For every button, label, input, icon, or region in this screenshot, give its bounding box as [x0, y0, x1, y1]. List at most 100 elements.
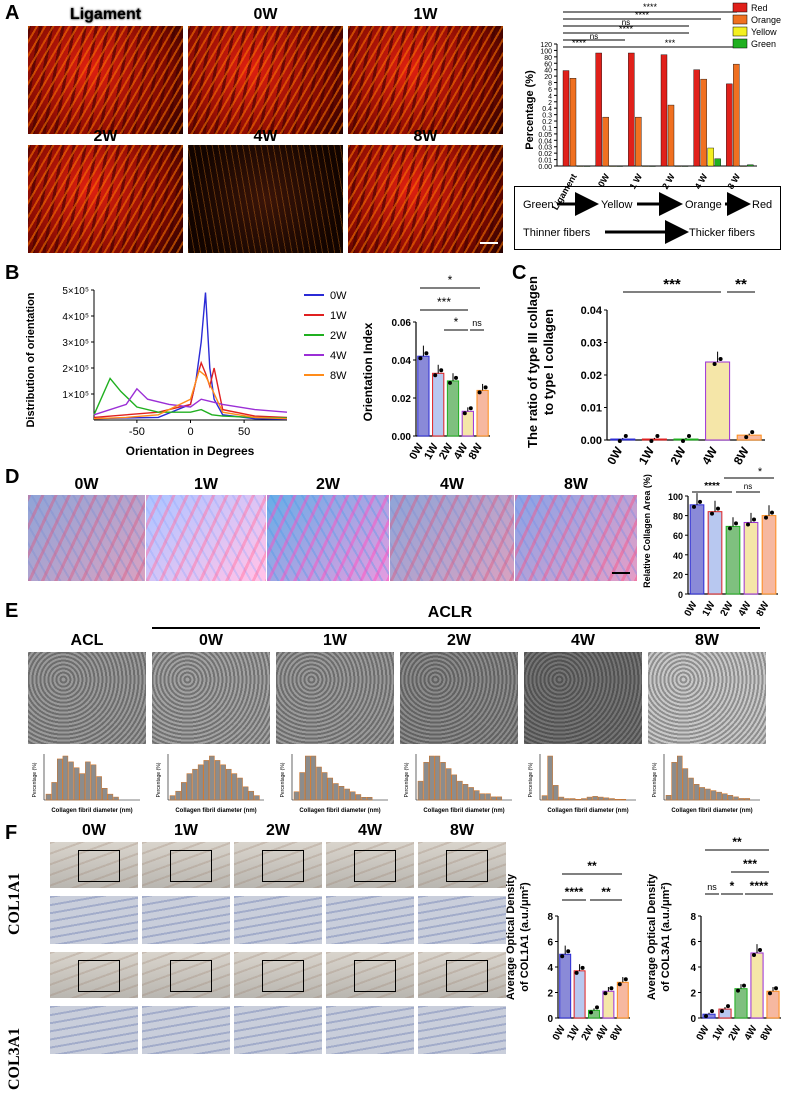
- chart-b-series-line: [93, 387, 288, 416]
- histogram-bar: [293, 791, 300, 801]
- data-point: [448, 380, 452, 385]
- data-point: [454, 375, 458, 380]
- histogram-bar: [733, 796, 739, 801]
- chart-b2-ylabel: Orientation Index: [361, 322, 375, 421]
- bar: [707, 511, 723, 595]
- histogram-bar: [226, 768, 232, 801]
- panel-label-f: F: [5, 822, 18, 844]
- ihc-zoom-image: [50, 896, 138, 944]
- svg-text:***: ***: [663, 276, 681, 293]
- histogram-bar: [181, 782, 187, 801]
- chart-a-bar: [609, 165, 616, 167]
- x-category-label: 2W: [437, 441, 456, 462]
- x-category-label: 8W: [731, 444, 752, 467]
- y-tick-label: 2: [690, 989, 696, 1000]
- histogram-bar: [107, 793, 114, 801]
- svg-text:Yellow: Yellow: [751, 27, 777, 37]
- x-category-label: 8W: [608, 1024, 625, 1042]
- histogram-bar: [722, 793, 728, 801]
- chart-a-ytick-label: 0.02: [538, 151, 552, 158]
- histogram-bar: [242, 786, 249, 801]
- svg-text:****: ****: [704, 481, 720, 492]
- ihc-overview-image: [50, 952, 138, 998]
- svg-text:ns: ns: [707, 882, 717, 892]
- panel-label-a: A: [5, 2, 20, 24]
- histogram-bar: [699, 787, 706, 801]
- chart-a-bar: [616, 165, 623, 167]
- histogram-bar: [423, 762, 429, 801]
- y-tick-label: 6: [690, 938, 696, 949]
- chart-a-bar: [674, 165, 682, 167]
- chart-b-ylabel: Distribution of orientation: [25, 292, 37, 427]
- bar: [610, 438, 636, 441]
- svg-text:***: ***: [437, 295, 451, 309]
- histogram-bar: [547, 755, 553, 801]
- data-point: [609, 986, 614, 991]
- svg-text:Green: Green: [523, 199, 554, 211]
- bar: [641, 438, 667, 441]
- histogram-bar: [603, 797, 610, 801]
- x-category-label: 4W: [743, 1024, 760, 1042]
- histogram-bar: [231, 773, 238, 801]
- histogram-bar: [361, 797, 367, 801]
- col-label-0w: 0W: [82, 822, 106, 839]
- chart-a-legend: Red Orange Yellow Green: [732, 2, 781, 49]
- data-point: [574, 970, 579, 975]
- ihc-zoom-image: [50, 1006, 138, 1054]
- histogram-bar: [68, 761, 74, 801]
- data-point: [746, 522, 750, 527]
- svg-text:2W: 2W: [330, 330, 347, 342]
- histogram-bar: [338, 786, 345, 801]
- histogram-ylabel: Percentage (%): [280, 762, 286, 797]
- chart-b-xtick-label: -50: [129, 426, 145, 438]
- histogram-bar: [197, 764, 204, 801]
- svg-text:*: *: [454, 315, 459, 329]
- image-label-4w: 4W: [253, 128, 278, 145]
- chart-b-ytick-label: 1×10⁵: [62, 390, 89, 401]
- chart-a-ytick-label: 120: [540, 42, 552, 49]
- zoom-region-box: [170, 850, 212, 882]
- bar: [602, 990, 615, 1019]
- y-tick-label: 0.00: [392, 432, 412, 443]
- histogram-bar: [51, 782, 57, 801]
- chart-a-sig: ****: [635, 10, 650, 20]
- histogram-bar: [451, 774, 458, 801]
- image-label-acl: ACL: [70, 632, 104, 649]
- fibril-diameter-histogram: Percentage (%) Collagen fibril diameter (…: [404, 754, 512, 814]
- aclr-line: [152, 627, 760, 629]
- chart-a-bar: [583, 165, 591, 167]
- chart-a-ylabel: Percentage (%): [524, 70, 536, 150]
- histogram-bar: [445, 768, 452, 801]
- image-label-8w: 8W: [695, 632, 719, 649]
- y-tick-label: 0.03: [581, 338, 602, 350]
- chart-a-ytick-label: 0.2: [542, 119, 552, 126]
- histogram-bar: [333, 783, 339, 801]
- chart-a-bar: [649, 165, 656, 167]
- chart-a-bar: [681, 165, 689, 167]
- svg-text:Thinner fibers: Thinner fibers: [523, 227, 591, 239]
- chart-a-ytick-label: 0.05: [538, 132, 552, 139]
- svg-text:**: **: [587, 859, 597, 873]
- zoom-region-box: [170, 960, 212, 992]
- chart-a-bar: [667, 104, 675, 167]
- zoom-region-box: [354, 960, 396, 992]
- bar: [734, 988, 748, 1019]
- data-point: [462, 411, 467, 416]
- histogram-bar: [57, 758, 63, 801]
- zoom-region-box: [78, 960, 120, 992]
- masson-image-0w: [28, 495, 145, 581]
- histogram-bar: [490, 796, 497, 801]
- sem-image-4w: [524, 652, 642, 744]
- histogram-bar: [355, 794, 362, 801]
- y-tick-label: 60: [673, 531, 683, 541]
- histogram-bar: [417, 780, 424, 801]
- data-point: [617, 982, 622, 987]
- chart-a-ytick-label: 0.03: [538, 145, 552, 152]
- svg-text:**: **: [735, 276, 747, 293]
- chart-f-col1a1: Average Optical Density of COL1A1 (a.u./…: [505, 859, 630, 1042]
- histogram-bar: [462, 784, 469, 801]
- histogram-bar: [85, 761, 91, 801]
- x-category-label: 8W: [467, 441, 486, 462]
- chart-b-series-line: [93, 292, 288, 420]
- image-label-1w: 1W: [413, 6, 438, 23]
